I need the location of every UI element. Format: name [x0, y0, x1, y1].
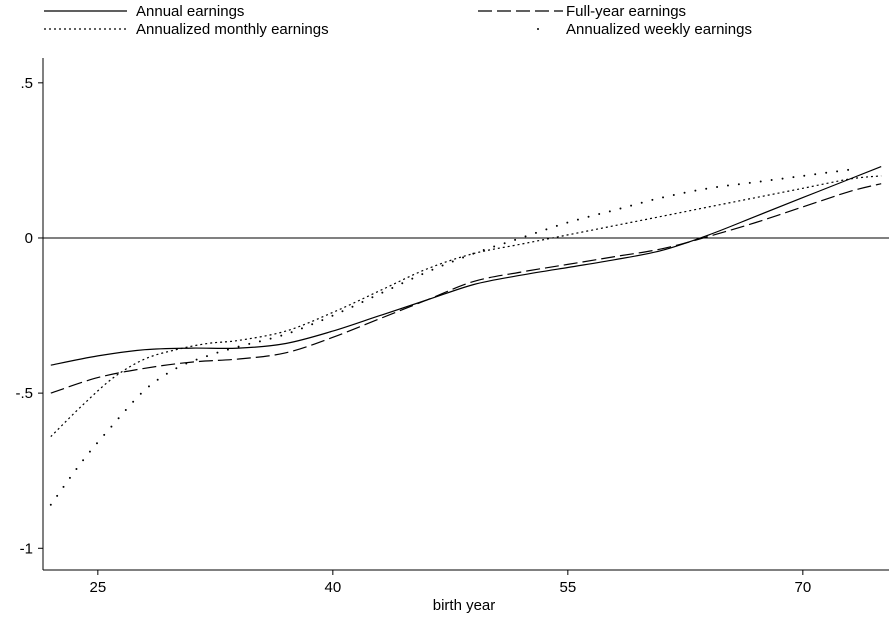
legend-label-1: Annual earnings: [136, 3, 244, 20]
x-tick-label: 25: [89, 579, 106, 596]
y-tick-label: 0: [25, 230, 33, 247]
x-axis: 25 40 55 70: [89, 570, 811, 596]
y-tick-label: -1: [20, 540, 33, 557]
plot-frame: [42, 58, 889, 571]
series-line-4: [49, 168, 851, 506]
series-line-2: [50, 183, 882, 394]
y-tick-label: .5: [20, 75, 33, 92]
legend-label-4: Annualized weekly earnings: [566, 21, 752, 38]
series-line-3: [50, 175, 882, 438]
x-tick-label: 70: [794, 579, 811, 596]
x-tick-label: 55: [559, 579, 576, 596]
x-axis-title: birth year: [433, 597, 496, 614]
legend: Annual earnings Full-year earningsAnnuali…: [44, 3, 752, 38]
x-tick-label: 40: [324, 579, 341, 596]
y-axis: .5 0 -.5 -1: [15, 75, 43, 557]
legend-label-2: Full-year earnings: [566, 3, 686, 20]
series-layer: [49, 166, 882, 506]
y-tick-label: -.5: [15, 385, 33, 402]
series-line-1: [50, 166, 882, 366]
legend-label-3: Annualized monthly earnings: [136, 21, 329, 38]
